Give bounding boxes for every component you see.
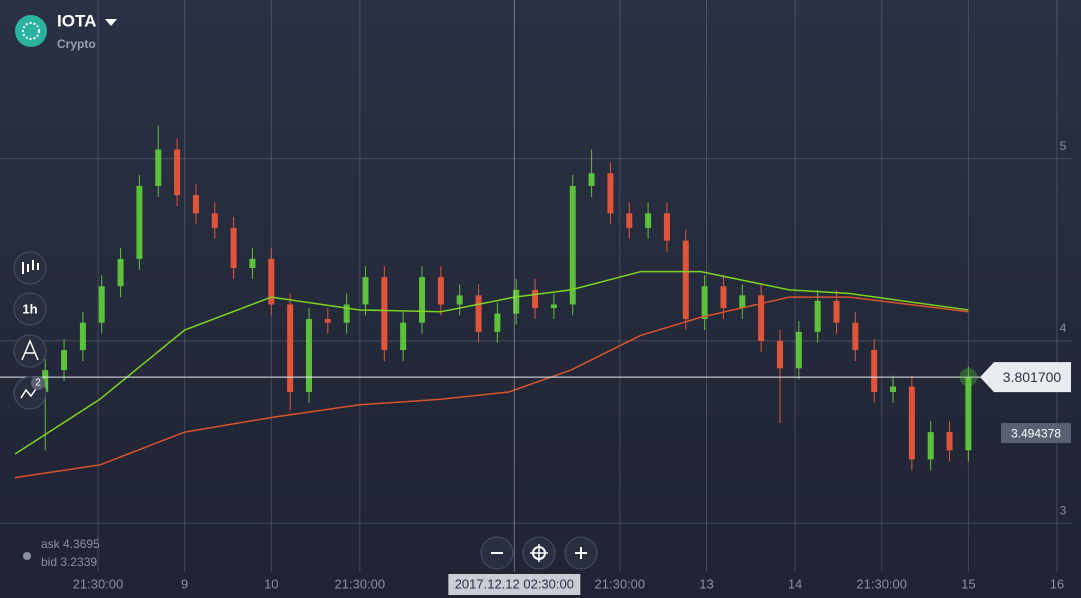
candle-body (324, 319, 331, 323)
x-tick-label: 15 (961, 576, 975, 591)
candle-body (287, 304, 294, 392)
candle-body (249, 258, 256, 269)
candle-body (739, 295, 746, 309)
x-tick-label: 16 (1050, 576, 1064, 591)
candle-body (174, 149, 181, 196)
candle-body (343, 304, 350, 323)
quote-icon (23, 552, 31, 560)
asset-logo[interactable] (15, 15, 47, 47)
candle-body (814, 300, 821, 332)
candle-body (626, 213, 633, 228)
y-tick-label: 5 (1060, 139, 1067, 153)
crosshair-date: 2017.12.12 02:30:00 (455, 576, 574, 591)
dropdown-arrow[interactable] (105, 19, 117, 26)
candle-body (569, 185, 576, 305)
candle-body (211, 213, 218, 228)
candle-body (946, 432, 953, 451)
bid-label-box (1001, 423, 1071, 444)
x-tick-label: 14 (788, 576, 802, 591)
candle-body (852, 322, 859, 351)
candle-body (362, 277, 369, 305)
candle-body (437, 277, 444, 305)
candle-body (79, 322, 86, 351)
asset-category: Crypto (57, 37, 96, 51)
candle-body (117, 258, 124, 287)
candle-body (305, 319, 312, 392)
toolbar: 1h 2 (13, 251, 47, 410)
x-tick-label: 9 (181, 576, 188, 591)
moving-average (14, 270, 969, 455)
indicator-icon (20, 385, 39, 399)
candle-body (927, 432, 934, 460)
candle-body (795, 331, 802, 369)
candle-icon (22, 260, 39, 274)
candle-body (908, 386, 915, 460)
price-label: 3.801700 (1003, 369, 1062, 385)
plus-icon (575, 547, 587, 559)
candle-body (513, 289, 520, 314)
candle-body (663, 213, 670, 241)
candle-body (400, 322, 407, 351)
candle-body (155, 149, 162, 186)
candle-body (230, 227, 237, 269)
x-tick-label: 21:30:00 (335, 576, 386, 591)
interval-button[interactable] (13, 292, 47, 326)
candle-body (776, 340, 783, 369)
interval-label: 1h (22, 301, 37, 316)
y-tick-label: 3 (1060, 503, 1067, 517)
candle-body (192, 195, 199, 214)
candle-body (607, 173, 614, 214)
x-tick-label: 21:30:00 (595, 576, 646, 591)
candle-body (645, 213, 652, 228)
candle-body (42, 370, 49, 392)
candle-body (61, 350, 68, 371)
candle-body (758, 295, 765, 341)
candle-body (720, 286, 727, 309)
candle-body (136, 185, 143, 259)
chart-type-button[interactable] (13, 251, 47, 285)
candle-body (419, 277, 426, 323)
crosshair-date-box (448, 574, 581, 595)
candle-body (268, 258, 275, 305)
indicator-count: 2 (35, 378, 41, 389)
candle-body (701, 286, 708, 320)
ask-price: ask 4.3695 (41, 537, 100, 551)
bid-price: bid 3.2339 (41, 555, 97, 569)
x-tick-label: 21:30:00 (856, 576, 907, 591)
x-tick-label: 10 (264, 576, 278, 591)
candle-body (494, 313, 501, 332)
moving-average (14, 296, 969, 479)
candle-body (890, 386, 897, 392)
price-label-box (980, 362, 1071, 393)
x-tick-label: 21:30:00 (73, 576, 124, 591)
candle-body (965, 377, 972, 451)
candle-body (532, 289, 539, 309)
candle-body (98, 286, 105, 323)
candle-body (682, 240, 689, 320)
drawing-icon (21, 339, 39, 361)
x-tick-label: 13 (699, 576, 713, 591)
candle-body (833, 300, 840, 323)
candle-body (475, 295, 482, 332)
target-cross (530, 544, 548, 562)
candle-body (588, 173, 595, 186)
indicator-badge (31, 376, 45, 390)
bid-label: 3.494378 (1011, 426, 1061, 440)
y-tick-label: 4 (1060, 321, 1067, 335)
price-glow (959, 368, 978, 387)
logo-mark (22, 22, 40, 40)
candle-body (381, 277, 388, 351)
candle-body (550, 304, 557, 309)
candle-body (871, 350, 878, 392)
zoom-controls (480, 536, 598, 570)
asset-name[interactable]: IOTA (57, 11, 96, 30)
candle-body (456, 295, 463, 305)
